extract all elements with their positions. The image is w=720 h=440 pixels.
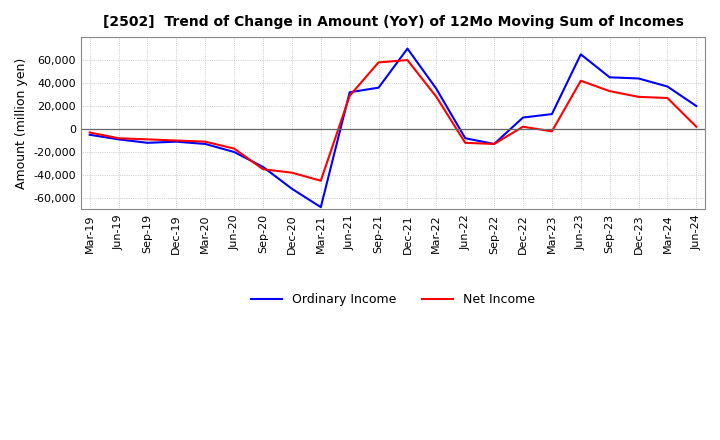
Ordinary Income [606,75,614,80]
Ordinary Income [663,84,672,89]
Net Income [461,140,469,146]
Title: [2502]  Trend of Change in Amount (YoY) of 12Mo Moving Sum of Incomes: [2502] Trend of Change in Amount (YoY) o… [102,15,683,29]
Net Income [287,170,296,175]
Net Income [577,78,585,84]
Net Income [548,128,557,134]
Net Income [201,139,210,144]
Ordinary Income [230,149,238,154]
Net Income [346,93,354,99]
Ordinary Income [490,141,498,147]
Ordinary Income [346,90,354,95]
Net Income [634,94,643,99]
Ordinary Income [634,76,643,81]
Ordinary Income [548,111,557,117]
Ordinary Income [692,103,701,109]
Line: Ordinary Income: Ordinary Income [90,48,696,207]
Net Income [518,124,527,129]
Ordinary Income [577,52,585,57]
Net Income [403,58,412,63]
Net Income [172,138,181,143]
Net Income [606,88,614,94]
Ordinary Income [201,141,210,147]
Line: Net Income: Net Income [90,60,696,181]
Net Income [663,95,672,101]
Ordinary Income [258,164,267,169]
Y-axis label: Amount (million yen): Amount (million yen) [15,58,28,189]
Net Income [432,94,441,99]
Legend: Ordinary Income, Net Income: Ordinary Income, Net Income [246,288,540,311]
Net Income [143,137,152,142]
Net Income [490,141,498,147]
Ordinary Income [143,140,152,146]
Net Income [230,146,238,151]
Ordinary Income [317,205,325,210]
Ordinary Income [518,115,527,120]
Net Income [114,136,123,141]
Ordinary Income [403,46,412,51]
Ordinary Income [172,139,181,144]
Ordinary Income [374,85,383,90]
Ordinary Income [86,132,94,137]
Net Income [258,167,267,172]
Ordinary Income [432,86,441,92]
Ordinary Income [114,137,123,142]
Ordinary Income [461,136,469,141]
Net Income [317,178,325,183]
Net Income [86,130,94,135]
Ordinary Income [287,186,296,191]
Net Income [374,60,383,65]
Net Income [692,124,701,129]
